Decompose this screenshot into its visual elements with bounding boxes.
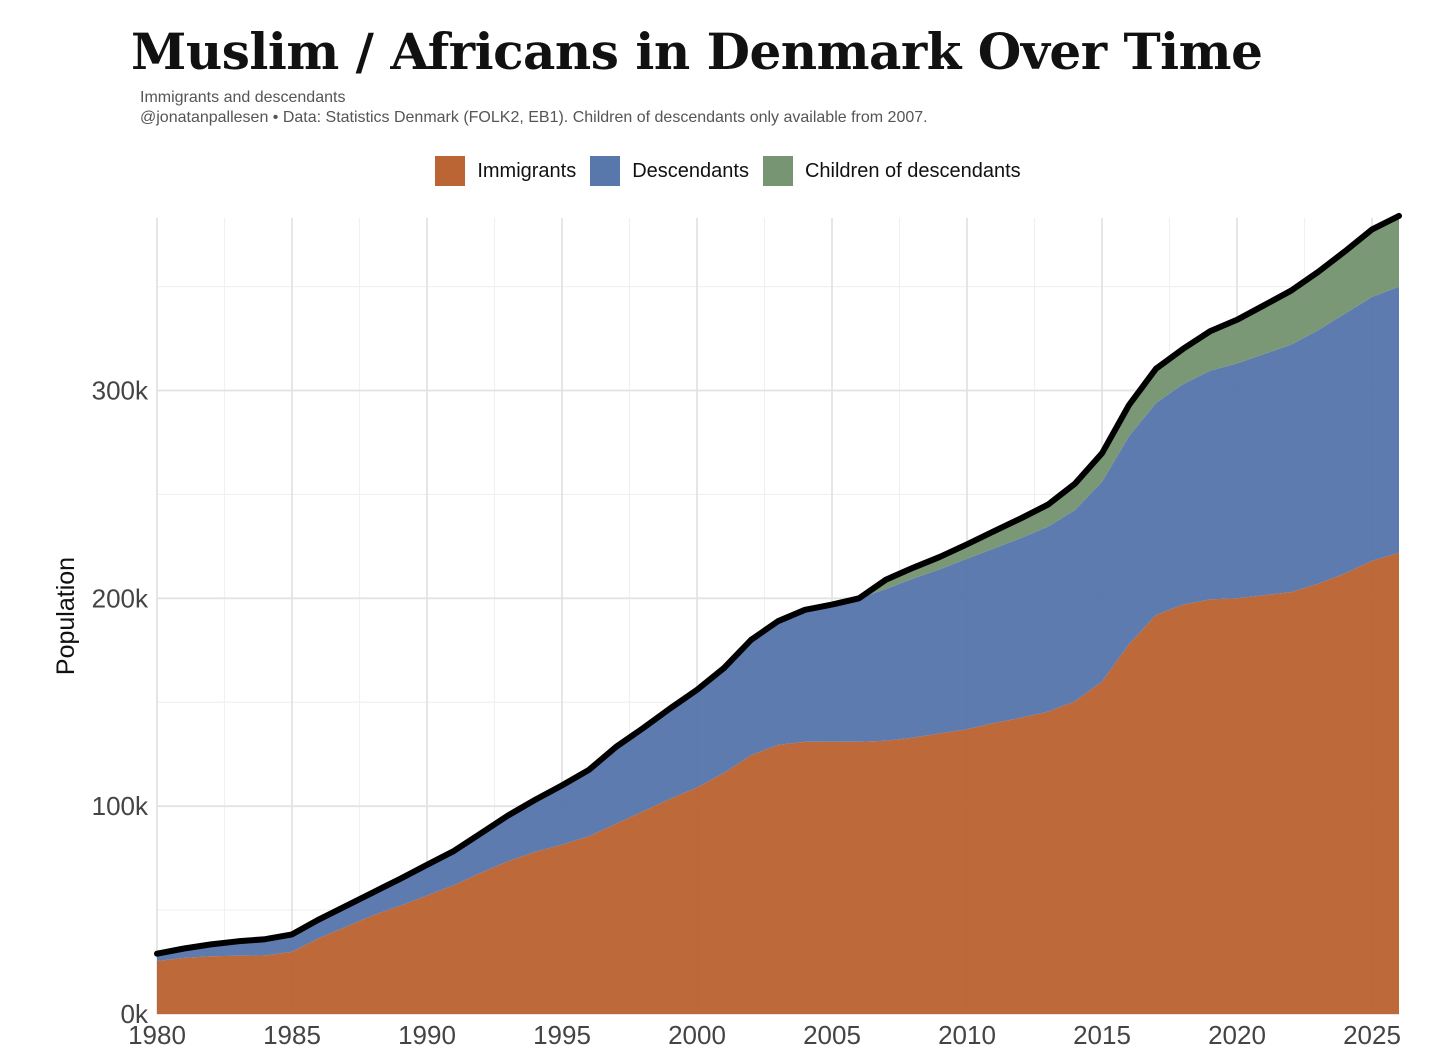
- chart-subtitle: Immigrants and descendants: [140, 89, 346, 106]
- x-tick-label: 2020: [1208, 1020, 1266, 1050]
- legend-swatch-children-of-descendants: [762, 156, 793, 186]
- y-tick-label: 300k: [92, 376, 149, 406]
- y-tick-label: 100k: [92, 791, 149, 821]
- x-tick-label: 2015: [1073, 1020, 1131, 1050]
- legend-swatch-immigrants: [435, 156, 466, 186]
- area-immigrants: [157, 552, 1399, 1014]
- x-tick-label: 2025: [1343, 1020, 1401, 1050]
- legend-label-descendants: Descendants: [632, 159, 749, 182]
- x-tick-label: 1995: [533, 1020, 591, 1050]
- x-tick-label: 1980: [128, 1020, 186, 1050]
- x-tick-label: 2010: [938, 1020, 996, 1050]
- x-tick-label: 1990: [398, 1020, 456, 1050]
- legend-label-children-of-descendants: Children of descendants: [804, 159, 1021, 182]
- x-tick-label: 1985: [263, 1020, 321, 1050]
- y-tick-label: 200k: [92, 583, 149, 613]
- y-axis-title: Population: [52, 557, 80, 675]
- legend-item-children-of-descendants: Children of descendants: [762, 156, 1021, 186]
- x-tick-label: 2000: [668, 1020, 726, 1050]
- legend-item-descendants: Descendants: [590, 156, 749, 186]
- chart-title: Muslim / Africans in Denmark Over Time: [131, 22, 1263, 81]
- legend-swatch-descendants: [590, 156, 621, 186]
- total-line-layer: [154, 212, 1402, 957]
- chart-caption: @jonatanpallesen • Data: Statistics Denm…: [140, 109, 928, 126]
- total-line: [154, 212, 1402, 957]
- y-tick-label: 0k: [121, 999, 149, 1029]
- legend-item-immigrants: Immigrants: [435, 156, 576, 186]
- legend-label-immigrants: Immigrants: [477, 159, 577, 182]
- axis-layer: 1980 1985 1990 1995 2000 2005 2010 2015 2020 2025…: [52, 376, 1401, 1050]
- x-tick-label: 2005: [803, 1020, 861, 1050]
- area-layer: [157, 215, 1399, 1014]
- legend: Immigrants Descendants Children of desce…: [0, 156, 1456, 186]
